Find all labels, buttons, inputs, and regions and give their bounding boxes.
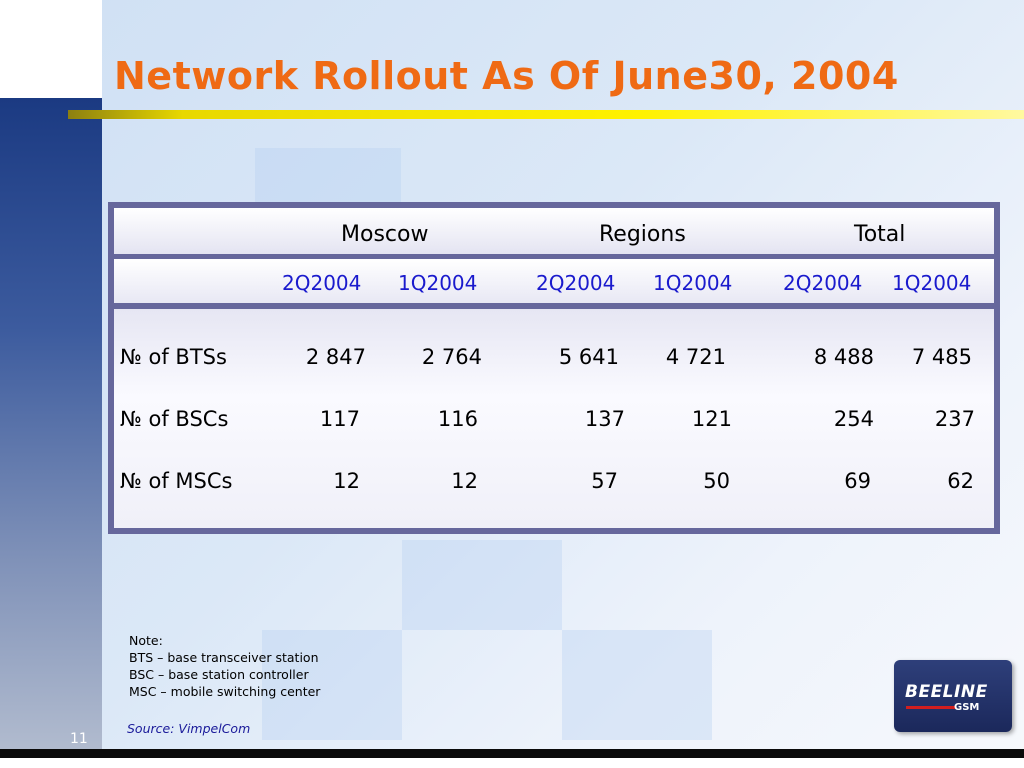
table-group-header: Moscow Regions Total: [114, 208, 994, 254]
footer-bar: [0, 749, 1024, 758]
table-cell: 2 847: [305, 345, 366, 369]
table-cell: 12: [451, 469, 478, 493]
table-body: № of BTSs 2 847 2 764 5 641 4 721 8 488 …: [114, 309, 994, 528]
data-table: Moscow Regions Total 2Q2004 1Q2004 2Q200…: [108, 202, 1000, 534]
note-line: MSC – mobile switching center: [129, 684, 321, 699]
table-cell: 12: [333, 469, 360, 493]
decorative-square: [562, 630, 712, 740]
page-title: Network Rollout As Of June30, 2004: [114, 54, 899, 98]
table-period-header: 2Q2004 1Q2004 2Q2004 1Q2004 2Q2004 1Q200…: [114, 259, 994, 303]
abbreviations-note: Note: BTS – base transceiver station BSC…: [129, 632, 320, 700]
table-row: № of MSCs 12 12 57 50 69 62: [114, 469, 994, 499]
table-cell: 4 721: [665, 345, 726, 369]
period-header: 1Q2004: [653, 271, 733, 295]
source-citation: Source: VimpelCom: [127, 721, 251, 736]
left-accent-band: [0, 98, 102, 754]
table-cell: 254: [833, 407, 874, 431]
table-cell: 137: [584, 407, 625, 431]
row-label: № of BTSs: [120, 345, 227, 369]
decorative-square: [262, 630, 402, 740]
period-header: 1Q2004: [892, 271, 972, 295]
table-cell: 2 764: [421, 345, 482, 369]
table-cell: 50: [703, 469, 730, 493]
table-cell: 69: [844, 469, 871, 493]
period-header: 2Q2004: [282, 271, 362, 295]
group-header-regions: Regions: [599, 222, 686, 247]
page-number: 11: [70, 731, 88, 747]
group-header-total: Total: [854, 222, 906, 247]
period-header: 2Q2004: [536, 271, 616, 295]
note-line: BTS – base transceiver station: [129, 650, 319, 665]
table-cell: 8 488: [813, 345, 874, 369]
table-cell: 5 641: [558, 345, 619, 369]
logo-stripe: [906, 706, 956, 709]
note-line: BSC – base station controller: [129, 667, 309, 682]
title-underline: [68, 110, 1024, 119]
table-cell: 62: [947, 469, 974, 493]
table-cell: 117: [319, 407, 360, 431]
table-cell: 116: [437, 407, 478, 431]
period-header: 2Q2004: [783, 271, 863, 295]
top-left-white-block: [0, 0, 102, 98]
decorative-square: [402, 540, 562, 630]
beeline-logo: BEELINE GSM: [894, 660, 1012, 732]
table-row: № of BSCs 117 116 137 121 254 237: [114, 407, 994, 437]
row-label: № of BSCs: [120, 407, 229, 431]
row-label: № of MSCs: [120, 469, 233, 493]
footer-strip: [0, 758, 1024, 768]
group-header-moscow: Moscow: [341, 222, 429, 247]
logo-wordmark: BEELINE: [905, 682, 988, 702]
decorative-square: [255, 148, 401, 202]
logo-subtext: GSM: [954, 702, 980, 713]
note-heading: Note:: [129, 633, 163, 648]
table-cell: 57: [591, 469, 618, 493]
table-cell: 7 485: [911, 345, 972, 369]
table-cell: 121: [691, 407, 732, 431]
table-cell: 237: [934, 407, 975, 431]
period-header: 1Q2004: [398, 271, 478, 295]
table-row: № of BTSs 2 847 2 764 5 641 4 721 8 488 …: [114, 345, 994, 375]
